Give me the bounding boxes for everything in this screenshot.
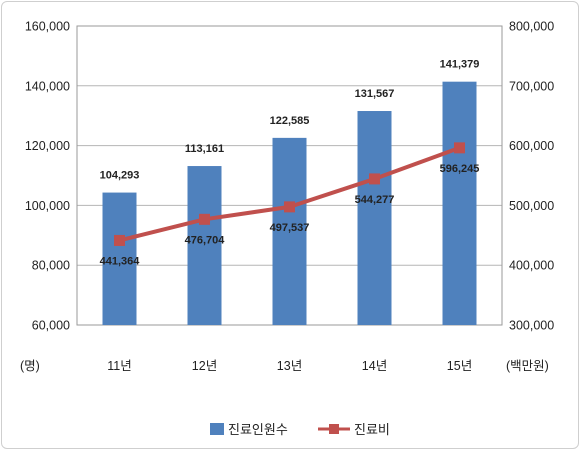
x-tick-label: 12년 <box>192 359 217 373</box>
line-marker <box>454 142 465 154</box>
line-marker <box>199 213 210 225</box>
right-tick-label: 700,000 <box>509 79 554 93</box>
legend-bar-swatch <box>210 423 224 435</box>
legend: 진료인원수 진료비 <box>210 422 390 437</box>
right-tick-label: 500,000 <box>509 199 554 213</box>
line-marker <box>114 234 125 246</box>
line-data-label: 596,245 <box>440 163 480 175</box>
right-tick-label: 400,000 <box>509 259 554 273</box>
line-marker <box>284 201 295 213</box>
line-marker <box>369 173 380 185</box>
x-axis: 11년 12년 13년 14년 15년 <box>107 359 472 373</box>
bar-data-label: 131,567 <box>355 88 395 100</box>
left-tick-label: 60,000 <box>32 319 70 333</box>
left-tick-label: 140,000 <box>25 79 70 93</box>
right-tick-label: 800,000 <box>509 20 554 34</box>
bar-data-label: 122,585 <box>270 115 310 127</box>
left-axis-unit: (명) <box>20 359 40 373</box>
line-series <box>114 142 465 246</box>
left-axis: 60,000 80,000 100,000 120,000 140,000 160,000 <box>25 20 70 333</box>
line-data-label: 476,704 <box>185 234 226 246</box>
bar <box>357 111 392 325</box>
legend-line-marker <box>329 424 339 434</box>
bar-data-label: 104,293 <box>100 170 140 182</box>
x-tick-label: 14년 <box>362 359 387 373</box>
bar <box>102 192 137 325</box>
right-axis-unit: (백만원) <box>506 359 549 373</box>
line-data-label: 441,364 <box>100 255 141 267</box>
line-data-label: 544,277 <box>355 194 395 206</box>
bar-data-label: 141,379 <box>440 59 480 71</box>
right-axis: 300,000 400,000 500,000 600,000 700,000 800,0… <box>509 20 554 333</box>
bar-series <box>102 81 477 325</box>
left-tick-label: 80,000 <box>32 259 70 273</box>
bar <box>272 137 307 325</box>
left-tick-label: 120,000 <box>25 139 70 153</box>
bar-data-label: 113,161 <box>185 143 224 155</box>
line-data-label: 497,537 <box>270 222 310 234</box>
line-data-labels: 441,364 476,704 497,537 544,277 596,245 <box>100 163 480 268</box>
legend-line-label: 진료비 <box>354 422 390 437</box>
bar <box>442 81 477 325</box>
left-tick-label: 160,000 <box>25 20 70 34</box>
bar <box>187 166 222 325</box>
combo-chart: 60,000 80,000 100,000 120,000 140,000 160,000… <box>20 20 554 438</box>
left-tick-label: 100,000 <box>25 199 70 213</box>
bar-data-labels: 104,293 113,161 122,585 131,567 141,379 <box>100 59 480 182</box>
right-tick-label: 600,000 <box>509 139 554 153</box>
x-tick-label: 13년 <box>277 359 302 373</box>
x-tick-label: 11년 <box>107 359 131 373</box>
right-tick-label: 300,000 <box>509 319 554 333</box>
legend-bar-label: 진료인원수 <box>228 422 288 437</box>
x-tick-label: 15년 <box>447 359 472 373</box>
